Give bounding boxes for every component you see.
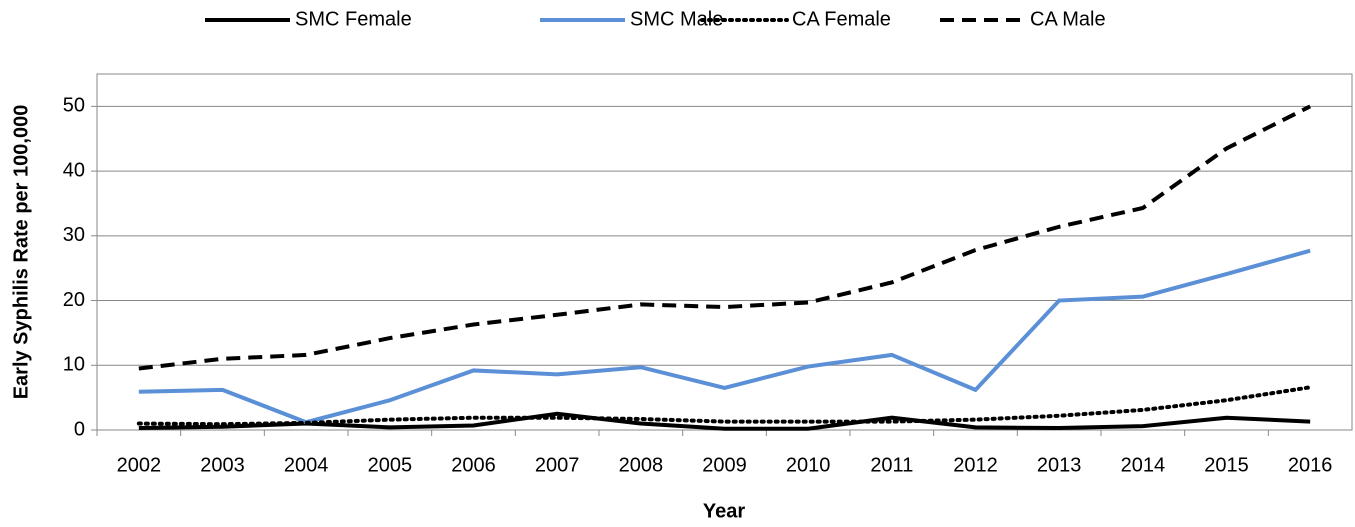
y-tick-label: 0: [74, 418, 85, 440]
x-tick-label: 2014: [1121, 454, 1166, 476]
x-tick-label: 2003: [200, 454, 245, 476]
series-line: [138, 248, 1311, 425]
y-tick-label: 50: [63, 95, 85, 117]
y-tick-label: 20: [63, 289, 85, 311]
y-axis-label: Early Syphilis Rate per 100,000: [10, 105, 32, 400]
x-tick-label: 2015: [1204, 454, 1249, 476]
x-tick-label: 2007: [535, 454, 580, 476]
series-line: [136, 385, 1313, 427]
y-tick-label: 40: [63, 159, 85, 181]
x-tick-label: 2010: [786, 454, 831, 476]
x-tick-label: 2008: [619, 454, 664, 476]
series-line: [138, 411, 1311, 431]
legend-label: SMC Female: [295, 8, 412, 30]
x-tick-label: 2011: [870, 454, 913, 476]
x-tick-label: 2004: [284, 454, 329, 476]
y-tick-label: 10: [63, 354, 85, 376]
x-axis-label: Year: [703, 500, 745, 522]
legend-label: SMC Male: [630, 8, 723, 30]
x-tick-label: 2005: [368, 454, 413, 476]
legend-label: CA Male: [1030, 8, 1106, 30]
y-tick-label: 30: [63, 224, 85, 246]
plot-frame: [96, 73, 1353, 431]
x-tick-label: 2009: [702, 454, 747, 476]
x-tick-label: 2006: [451, 454, 496, 476]
x-tick-label: 2016: [1288, 454, 1333, 476]
x-tick-label: 2002: [117, 454, 162, 476]
x-tick-label: 2012: [953, 454, 998, 476]
x-tick-label: 2013: [1037, 454, 1082, 476]
legend-label: CA Female: [792, 8, 891, 30]
series-line: [138, 104, 1312, 371]
